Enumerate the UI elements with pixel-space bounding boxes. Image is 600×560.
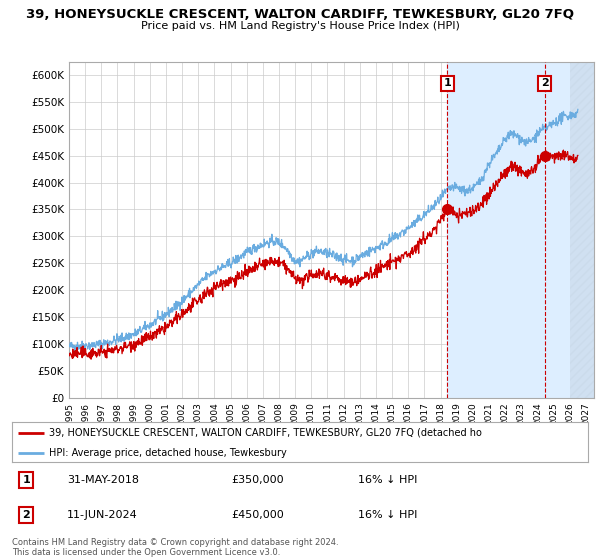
Text: 11-JUN-2024: 11-JUN-2024: [67, 510, 137, 520]
Bar: [570, 62, 594, 398]
Text: £450,000: £450,000: [231, 510, 284, 520]
Text: 1: 1: [23, 475, 30, 484]
Bar: [448, 62, 594, 398]
Text: 39, HONEYSUCKLE CRESCENT, WALTON CARDIFF, TEWKESBURY, GL20 7FQ: 39, HONEYSUCKLE CRESCENT, WALTON CARDIFF…: [26, 8, 574, 21]
Text: 16% ↓ HPI: 16% ↓ HPI: [358, 475, 417, 484]
Text: Contains HM Land Registry data © Crown copyright and database right 2024.
This d: Contains HM Land Registry data © Crown c…: [12, 538, 338, 557]
Text: 39, HONEYSUCKLE CRESCENT, WALTON CARDIFF, TEWKESBURY, GL20 7FQ (detached ho: 39, HONEYSUCKLE CRESCENT, WALTON CARDIFF…: [49, 428, 482, 437]
Text: Price paid vs. HM Land Registry's House Price Index (HPI): Price paid vs. HM Land Registry's House …: [140, 21, 460, 31]
Text: 16% ↓ HPI: 16% ↓ HPI: [358, 510, 417, 520]
Text: HPI: Average price, detached house, Tewkesbury: HPI: Average price, detached house, Tewk…: [49, 448, 287, 458]
Text: £350,000: £350,000: [231, 475, 284, 484]
Text: 2: 2: [541, 78, 548, 88]
Text: 1: 1: [443, 78, 451, 88]
Text: 31-MAY-2018: 31-MAY-2018: [67, 475, 139, 484]
Text: 2: 2: [23, 510, 30, 520]
